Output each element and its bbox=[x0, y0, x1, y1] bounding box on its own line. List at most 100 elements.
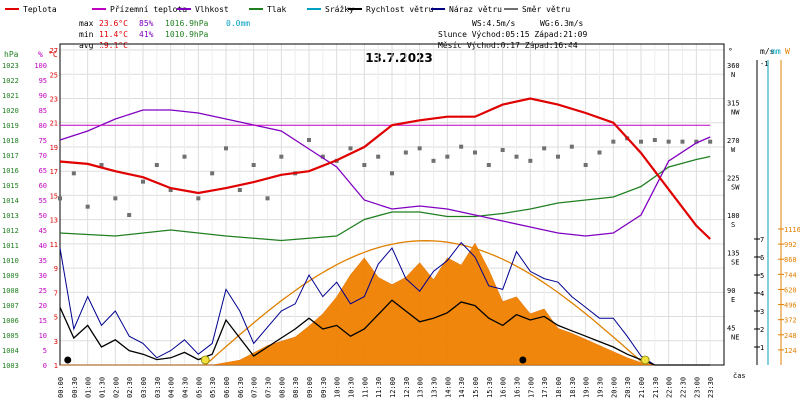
x-tick-10: 05:00 bbox=[195, 377, 203, 398]
x-tick-43: 21:30 bbox=[652, 377, 660, 398]
wind-dir-point-42 bbox=[639, 139, 643, 144]
x-tick-13: 06:30 bbox=[237, 377, 245, 398]
w-tick-6: 372 bbox=[784, 317, 797, 325]
max-label: max bbox=[79, 19, 94, 28]
min-hum: 41% bbox=[139, 30, 154, 39]
c-tick-4: 19 bbox=[50, 144, 58, 152]
dir-tick-2: 270 bbox=[727, 137, 740, 145]
moon-times: Měsíc Východ:0:17 Západ:16:44 bbox=[438, 41, 578, 50]
avg-temp: 19.1°C bbox=[99, 41, 128, 50]
axes: hPa% °C1023102210211020101910181017101610… bbox=[2, 43, 800, 398]
hpa-tick-2: 1021 bbox=[2, 92, 19, 100]
max-hum: 85% bbox=[139, 19, 154, 28]
dir-tick-6: 90 bbox=[727, 287, 735, 295]
legend-label-2: Vlhkost bbox=[195, 5, 229, 14]
wind-dir-point-22 bbox=[362, 163, 367, 167]
wind-dir-point-16 bbox=[279, 154, 284, 159]
wind-dir-point-10 bbox=[196, 196, 201, 201]
pct-unit: % bbox=[38, 50, 43, 59]
x-tick-32: 16:00 bbox=[500, 377, 508, 398]
hpa-tick-1: 1022 bbox=[2, 77, 19, 85]
sun-times: Slunce Východ:05:15 Západ:21:09 bbox=[438, 30, 587, 39]
hpa-tick-15: 1008 bbox=[2, 287, 19, 295]
x-tick-15: 07:30 bbox=[265, 377, 273, 398]
avg-label: avg bbox=[79, 41, 94, 50]
c-unit: °C bbox=[48, 50, 58, 59]
c-tick-13: 1 bbox=[54, 362, 58, 370]
pct-tick-11: 45 bbox=[39, 227, 47, 235]
pct-tick-1: 95 bbox=[39, 77, 47, 85]
hpa-tick-10: 1013 bbox=[2, 212, 19, 220]
x-tick-4: 02:00 bbox=[112, 377, 120, 398]
legend-label-4: Srážky bbox=[325, 5, 354, 14]
wind-dir-point-45 bbox=[680, 139, 685, 144]
hpa-tick-12: 1011 bbox=[2, 242, 19, 250]
wind-dir-point-24 bbox=[390, 171, 394, 176]
min-temp: 11.4°C bbox=[99, 30, 128, 39]
x-tick-22: 11:00 bbox=[361, 377, 369, 398]
solar-theoretical-line bbox=[204, 240, 642, 366]
ms-tick-2: 5 bbox=[760, 272, 764, 280]
dir-tick-0: 360 bbox=[727, 62, 740, 70]
x-tick-5: 02:30 bbox=[126, 377, 134, 398]
x-tick-23: 11:30 bbox=[375, 377, 383, 398]
w-tick-0: 1116 bbox=[784, 226, 800, 234]
c-tick-9: 9 bbox=[54, 265, 58, 273]
legend-label-0: Teplota bbox=[23, 5, 57, 14]
dir-tick-1: 315 bbox=[727, 100, 740, 108]
ms-unit: m/s bbox=[760, 47, 775, 56]
rain-total: 0.0mm bbox=[226, 19, 250, 28]
x-tick-38: 19:00 bbox=[583, 377, 591, 398]
hpa-tick-0: 1023 bbox=[2, 62, 19, 70]
wind-dir-point-47 bbox=[708, 139, 713, 144]
wind-dir-point-12 bbox=[224, 146, 228, 151]
wind-dir-point-40 bbox=[611, 139, 616, 144]
pct-tick-17: 15 bbox=[39, 317, 47, 325]
pct-tick-14: 30 bbox=[39, 272, 47, 280]
w-tick-1: 992 bbox=[784, 241, 797, 249]
hpa-tick-3: 1020 bbox=[2, 107, 19, 115]
wind-dir-point-32 bbox=[500, 148, 505, 152]
c-tick-3: 21 bbox=[50, 120, 58, 128]
x-tick-19: 09:30 bbox=[320, 377, 328, 398]
ms-tick-6: 1 bbox=[760, 344, 764, 352]
x-tick-44: 22:00 bbox=[666, 377, 674, 398]
c-tick-0: 27 bbox=[50, 47, 58, 55]
min-label: min bbox=[79, 30, 94, 39]
x-tick-26: 13:00 bbox=[417, 377, 425, 398]
wind-dir-point-23 bbox=[376, 154, 381, 159]
dir-compass-1: NW bbox=[731, 109, 740, 117]
pct-tick-13: 35 bbox=[39, 257, 47, 265]
hpa-tick-14: 1009 bbox=[2, 272, 19, 280]
pct-tick-10: 50 bbox=[39, 212, 47, 220]
x-tick-35: 17:30 bbox=[541, 377, 549, 398]
x-tick-12: 06:00 bbox=[223, 377, 231, 398]
c-tick-7: 13 bbox=[50, 217, 58, 225]
wind-dir-point-13 bbox=[237, 188, 242, 192]
c-tick-6: 15 bbox=[50, 192, 58, 200]
sunset-marker bbox=[640, 355, 650, 365]
wind-speed-line bbox=[59, 299, 711, 366]
pct-tick-19: 5 bbox=[43, 347, 47, 355]
x-tick-42: 21:00 bbox=[638, 377, 646, 398]
x-tick-30: 15:00 bbox=[472, 377, 480, 398]
legend-label-6: Náraz větru bbox=[449, 5, 502, 14]
pct-tick-5: 75 bbox=[39, 137, 47, 145]
wind-dir-point-7 bbox=[154, 163, 159, 167]
wind-dir-point-21 bbox=[348, 146, 353, 151]
wind-dir-point-11 bbox=[210, 171, 215, 176]
legend-label-3: Tlak bbox=[267, 5, 286, 14]
x-tick-25: 12:30 bbox=[403, 377, 411, 398]
wind-dir-point-15 bbox=[265, 196, 270, 201]
dir-compass-2: W bbox=[731, 146, 736, 154]
pct-tick-8: 60 bbox=[39, 182, 47, 190]
hpa-tick-13: 1010 bbox=[2, 257, 19, 265]
x-tick-40: 20:00 bbox=[610, 377, 618, 398]
ms-tick-4: 3 bbox=[760, 308, 764, 316]
x-tick-11: 05:30 bbox=[209, 377, 217, 398]
hpa-tick-19: 1004 bbox=[2, 347, 19, 355]
wind-dir-point-43 bbox=[652, 138, 657, 142]
x-tick-27: 13:30 bbox=[431, 377, 439, 398]
dir-compass-3: SW bbox=[731, 184, 740, 192]
pct-tick-4: 80 bbox=[39, 122, 47, 130]
